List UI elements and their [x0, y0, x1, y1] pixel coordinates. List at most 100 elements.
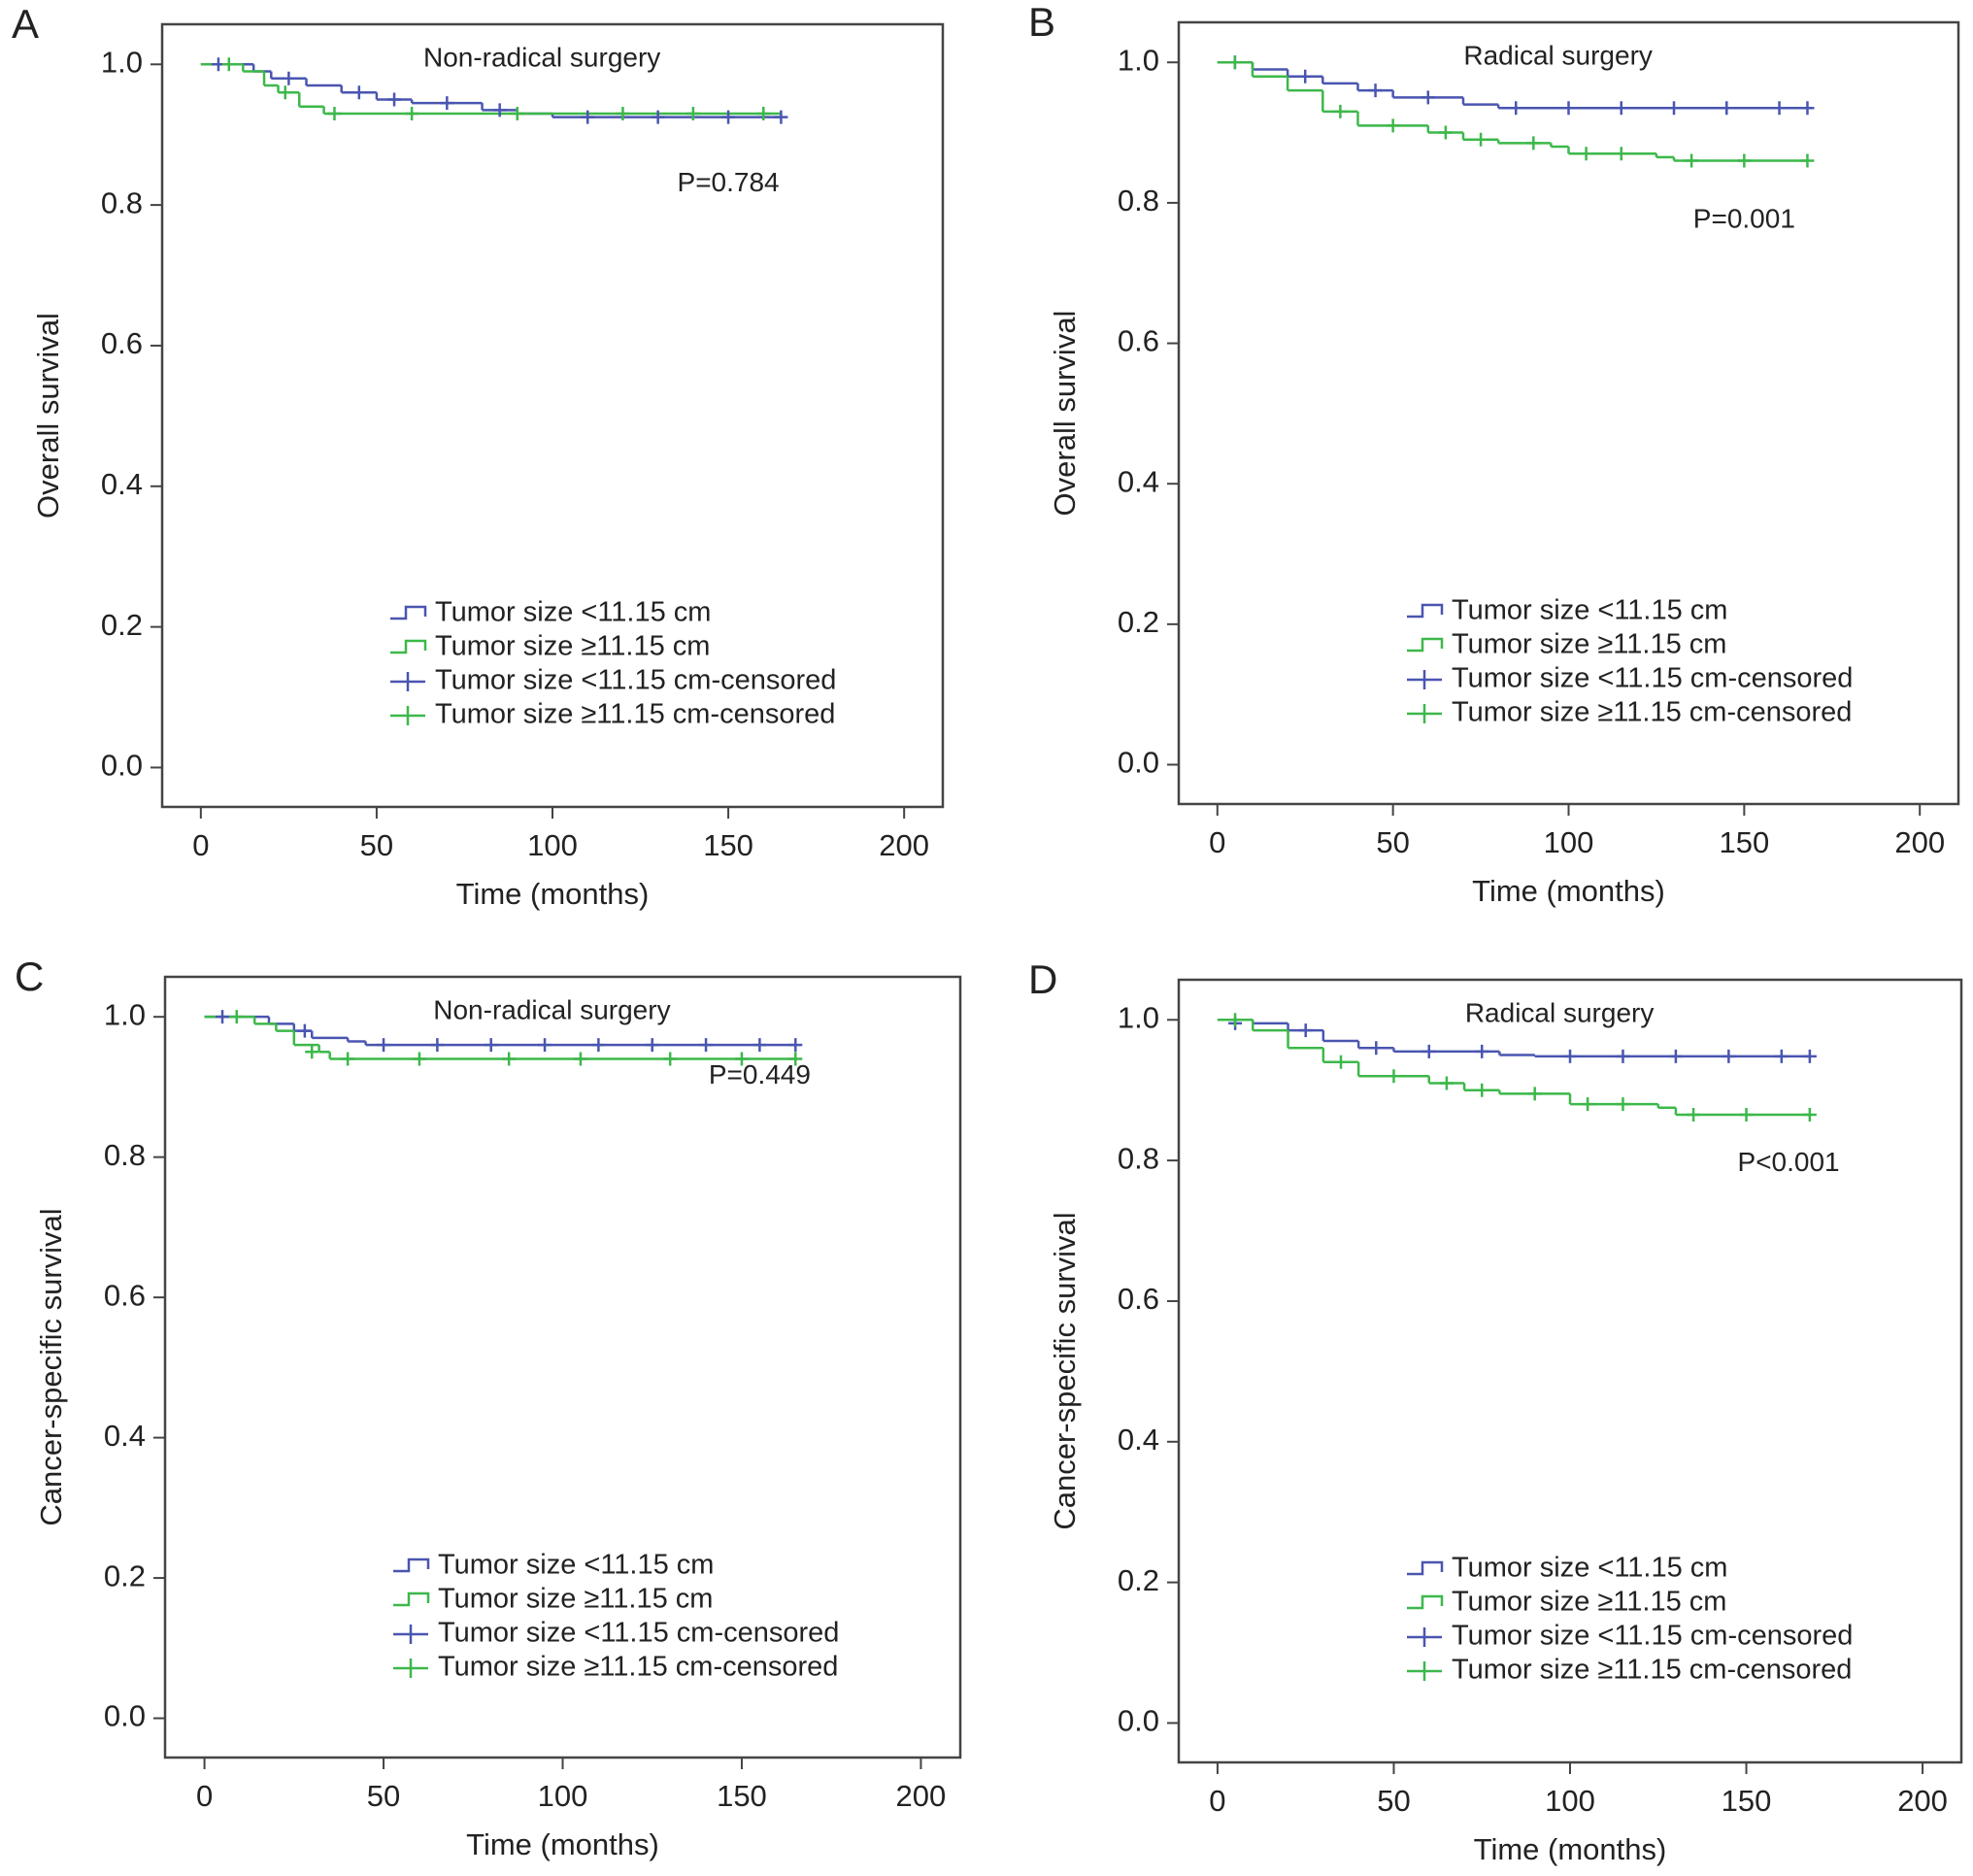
censor-mark	[1527, 1087, 1542, 1101]
chart-title: Non-radical surgery	[433, 994, 670, 1024]
censor-mark	[1298, 1023, 1313, 1038]
censor-mark	[1421, 90, 1435, 105]
censor-mark	[581, 110, 595, 124]
chart-title: Radical surgery	[1463, 40, 1653, 70]
censor-mark	[278, 85, 292, 100]
legend-swatch	[390, 672, 425, 691]
legend-swatch	[393, 1591, 430, 1607]
y-axis-label: Overall survival	[31, 313, 65, 519]
legend-swatch	[1407, 603, 1444, 619]
censor-mark	[721, 110, 736, 124]
censor-mark	[1298, 69, 1313, 84]
legend-swatch	[393, 1658, 428, 1678]
censor-mark	[1774, 1049, 1789, 1063]
y-tick-label: 0.8	[104, 1138, 146, 1172]
censor-mark	[1579, 147, 1593, 161]
censor-mark	[412, 1052, 426, 1066]
x-tick-label: 200	[879, 828, 929, 862]
y-tick-label: 1.0	[104, 997, 146, 1031]
y-tick-label: 0.4	[101, 467, 143, 501]
legend-label: Tumor size ≥11.15 cm	[1452, 629, 1726, 660]
censor-mark	[1581, 1097, 1595, 1112]
censor-mark	[341, 1052, 355, 1066]
censor-mark	[1614, 147, 1628, 161]
censor-mark	[502, 1052, 517, 1066]
censor-mark	[1614, 101, 1628, 116]
y-tick-label: 0.6	[1118, 1282, 1159, 1316]
censor-mark	[229, 1010, 244, 1024]
x-tick-label: 150	[1722, 1784, 1772, 1818]
y-tick-label: 0.8	[1118, 1141, 1159, 1175]
legend-label: Tumor size ≥11.15 cm-censored	[1452, 1655, 1852, 1686]
censor-mark	[1616, 1049, 1630, 1063]
p-value: P<0.001	[1738, 1147, 1840, 1177]
y-tick-label: 0.2	[1118, 605, 1159, 639]
censor-mark	[282, 71, 296, 85]
censor-mark	[538, 1038, 552, 1053]
censor-mark	[1474, 132, 1488, 147]
y-tick-label: 0.8	[101, 185, 143, 219]
x-tick-label: 0	[192, 828, 209, 862]
legend-swatch	[1407, 1594, 1444, 1610]
y-tick-label: 1.0	[1118, 1000, 1159, 1034]
x-axis-label: Time (months)	[1472, 874, 1665, 908]
censor-mark	[1509, 101, 1523, 116]
censor-mark	[1800, 153, 1815, 168]
panel-letter: C	[15, 954, 44, 999]
panel: B 0 50 100 150 200 0.0 0.2 0.4 0.6 0.8 1.0 Time (mon…	[1028, 0, 1960, 908]
legend-label: Tumor size <11.15 cm	[438, 1550, 714, 1581]
legend-label: Tumor size <11.15 cm-censored	[1452, 663, 1853, 694]
legend-swatch	[393, 1625, 428, 1644]
censor-mark	[752, 1038, 767, 1053]
y-axis-label: Overall survival	[1048, 311, 1082, 517]
y-tick-label: 1.0	[1118, 43, 1159, 77]
censor-mark	[788, 1038, 803, 1053]
censor-mark	[663, 1052, 678, 1066]
censor-mark	[484, 1038, 498, 1053]
censor-mark	[1772, 101, 1787, 116]
legend-swatch	[390, 706, 425, 725]
x-tick-label: 50	[360, 828, 393, 862]
panel-letter: D	[1028, 956, 1057, 1002]
x-tick-label: 200	[1897, 1784, 1948, 1818]
censor-mark	[1526, 136, 1541, 151]
censor-mark	[1227, 55, 1242, 70]
legend-swatch	[1407, 1560, 1444, 1576]
legend-swatch	[1407, 670, 1442, 689]
x-axis-label: Time (months)	[466, 1827, 659, 1861]
censor-mark	[616, 106, 630, 120]
legend-label: Tumor size ≥11.15 cm-censored	[438, 1652, 838, 1683]
censor-mark	[1667, 101, 1682, 116]
censor-mark	[1563, 1049, 1577, 1063]
legend-swatch	[393, 1558, 430, 1573]
p-value: P=0.449	[709, 1059, 811, 1089]
y-tick-label: 1.0	[101, 45, 143, 79]
censor-mark	[351, 85, 366, 100]
legend-label: Tumor size ≥11.15 cm	[1452, 1587, 1726, 1618]
censor-mark	[1387, 1069, 1401, 1084]
y-tick-label: 0.2	[101, 608, 143, 642]
censor-mark	[1228, 1013, 1243, 1027]
censor-mark	[297, 1023, 312, 1038]
p-value: P=0.784	[678, 167, 780, 197]
p-value: P=0.001	[1693, 203, 1795, 233]
censor-mark	[1616, 1097, 1630, 1112]
panel-letter: A	[12, 1, 39, 47]
x-tick-label: 100	[527, 828, 578, 862]
y-tick-label: 0.0	[101, 749, 143, 783]
censor-mark	[1386, 118, 1400, 133]
legend-label: Tumor size <11.15 cm-censored	[1452, 1621, 1853, 1652]
y-tick-label: 0.4	[1118, 1423, 1159, 1457]
x-axis-label: Time (months)	[1474, 1832, 1667, 1866]
y-tick-label: 0.0	[104, 1699, 146, 1733]
legend-label: Tumor size ≥11.15 cm-censored	[1452, 697, 1852, 728]
x-axis-label: Time (months)	[456, 877, 650, 911]
censor-mark	[1668, 1049, 1683, 1063]
y-tick-label: 0.6	[1118, 324, 1159, 358]
legend-label: Tumor size <11.15 cm	[1452, 1553, 1727, 1584]
censor-mark	[1421, 1044, 1436, 1058]
x-tick-label: 0	[196, 1779, 213, 1813]
legend-label: Tumor size <11.15 cm	[1452, 595, 1727, 626]
censor-mark	[510, 106, 524, 120]
